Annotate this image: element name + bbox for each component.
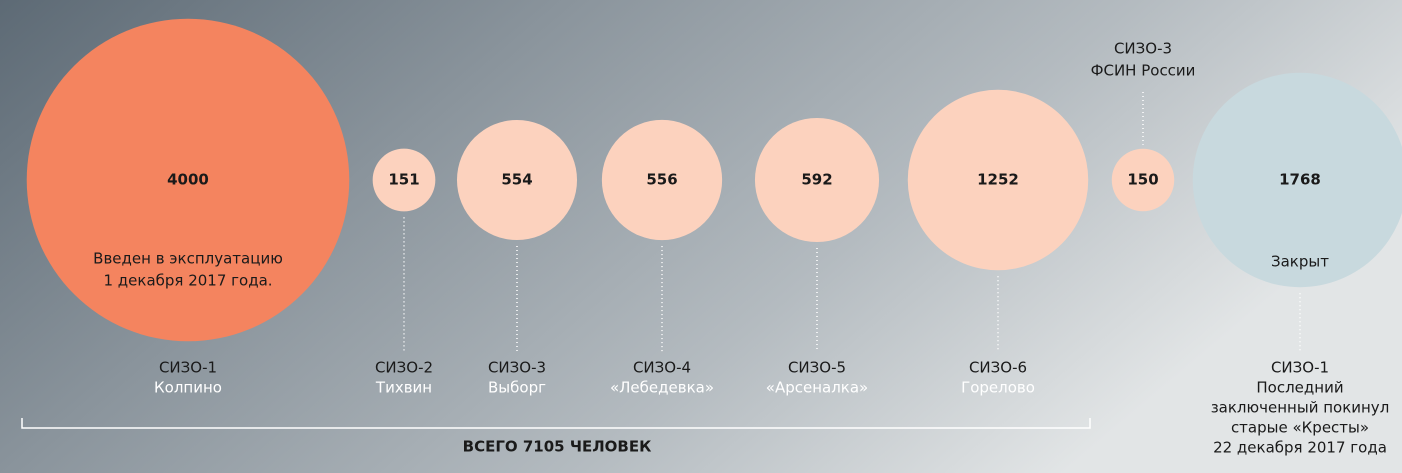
- value-label: 150: [1127, 171, 1158, 189]
- category-label: СИЗО-3: [1114, 40, 1172, 58]
- value-label: 151: [388, 171, 419, 189]
- page: ВСЕГО 7105 ЧЕЛОВЕК 4000 Введен в эксплуат…: [0, 0, 1402, 473]
- value-label: 556: [646, 171, 677, 189]
- value-label: 592: [801, 171, 832, 189]
- category-label: СИЗО-2: [375, 359, 433, 377]
- category-label: Тихвин: [375, 379, 432, 397]
- chart: ВСЕГО 7105 ЧЕЛОВЕК 4000 Введен в эксплуат…: [0, 0, 1402, 473]
- category-label: заключенный покинул: [1211, 399, 1390, 417]
- category-label: ФСИН России: [1091, 62, 1196, 80]
- value-label: 1252: [977, 171, 1019, 189]
- note: Введен в эксплуатацию: [93, 250, 283, 268]
- value-label: 1768: [1279, 171, 1321, 189]
- category-label: Колпино: [154, 379, 222, 397]
- category-label: СИЗО-1: [159, 359, 217, 377]
- total-label: ВСЕГО 7105 ЧЕЛОВЕК: [463, 438, 652, 456]
- note: 1 декабря 2017 года.: [103, 272, 272, 290]
- category-label: старые «Кресты»: [1231, 419, 1369, 437]
- value-label: 554: [501, 171, 532, 189]
- category-label: Последний: [1256, 379, 1343, 397]
- category-label: Горелово: [961, 379, 1035, 397]
- category-label: «Лебедевка»: [610, 379, 714, 397]
- category-label: СИЗО-3: [488, 359, 546, 377]
- category-label: «Арсеналка»: [766, 379, 868, 397]
- category-label: Выборг: [488, 379, 546, 397]
- category-label: СИЗО-5: [788, 359, 846, 377]
- category-label: СИЗО-1: [1271, 359, 1329, 377]
- category-label: СИЗО-6: [969, 359, 1027, 377]
- value-label: 4000: [167, 171, 209, 189]
- category-label: 22 декабря 2017 года: [1213, 439, 1387, 457]
- note: Закрыт: [1271, 253, 1329, 271]
- category-label: СИЗО-4: [633, 359, 691, 377]
